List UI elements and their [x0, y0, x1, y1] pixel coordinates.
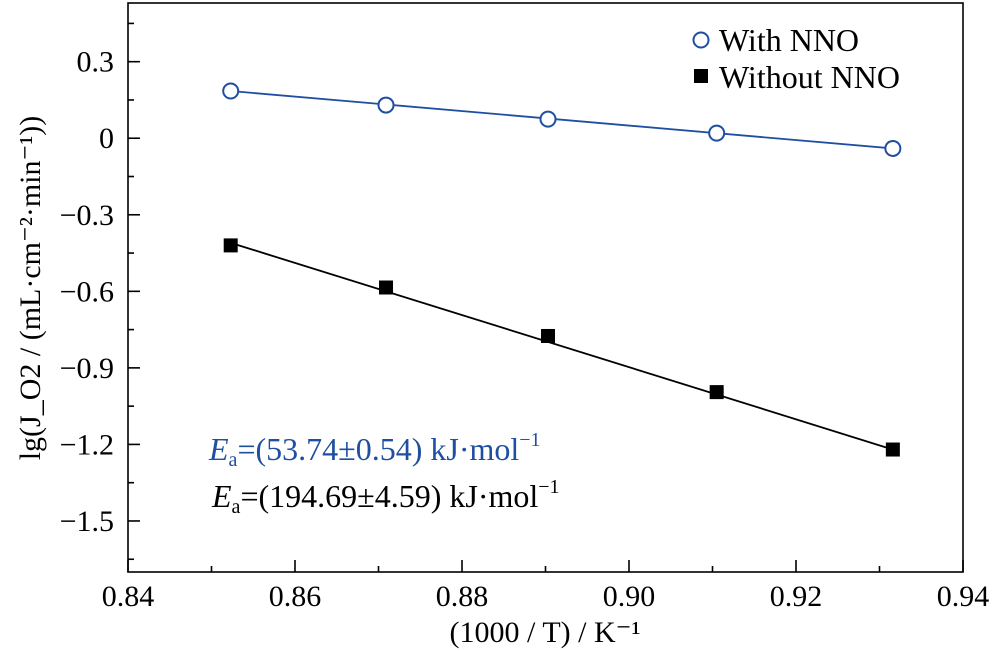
data-point-series-0 — [708, 124, 726, 142]
annotation-2-subscript: a — [232, 496, 241, 518]
x-tick-label: 0.90 — [603, 580, 656, 613]
annotation-2-superscript: −1 — [538, 476, 559, 498]
y-axis-title: lg(J_O2 / (mL·cm⁻²·min⁻¹)) — [14, 116, 47, 461]
data-point-series-0 — [539, 110, 557, 128]
data-point-series-0 — [377, 96, 395, 114]
data-point-series-1 — [709, 385, 724, 400]
annotation-1-text: =(53.74±0.54) kJ·mol — [237, 431, 519, 467]
svg-text:Ea=(194.69±4.59) kJ·mol−1: Ea=(194.69±4.59) kJ·mol−1 — [211, 476, 560, 518]
data-point-series-0 — [222, 82, 240, 100]
y-tick-label: −0.9 — [60, 352, 114, 385]
data-point-series-1 — [223, 238, 238, 253]
fit-line-series-1 — [230, 241, 894, 451]
x-axis-title: (1000 / T) / K⁻¹ — [450, 616, 641, 649]
legend-label-with-nno: With NNO — [719, 22, 859, 58]
annotation-activation-energy-with-nno: Ea=(53.74±0.54) kJ·mol−1 — [208, 429, 541, 471]
annotation-1-symbol: E — [208, 431, 229, 467]
y-tick-label: 0.3 — [77, 46, 115, 79]
fit-lines — [230, 90, 894, 451]
annotation-1-superscript: −1 — [519, 429, 540, 451]
data-point-series-0 — [884, 139, 902, 157]
svg-text:Ea=(53.74±0.54) kJ·mol−1: Ea=(53.74±0.54) kJ·mol−1 — [208, 429, 541, 471]
x-tick-label: 0.86 — [269, 580, 322, 613]
annotation-2-text: =(194.69±4.59) kJ·mol — [240, 478, 538, 514]
fit-line-series-0 — [230, 90, 893, 150]
x-tick-label: 0.94 — [937, 580, 990, 613]
legend-label-without-nno: Without NNO — [719, 59, 900, 95]
y-tick-label: −1.2 — [60, 428, 114, 461]
x-tick-label: 0.88 — [436, 580, 489, 613]
legend: With NNO Without NNO — [692, 22, 900, 95]
x-tick-label: 0.84 — [102, 580, 155, 613]
legend-marker-with-nno — [692, 31, 710, 49]
x-tick-label: 0.92 — [770, 580, 823, 613]
legend-marker-without-nno — [694, 69, 708, 83]
data-points — [222, 82, 902, 457]
data-point-series-1 — [541, 328, 556, 343]
data-point-series-1 — [885, 442, 900, 457]
data-point-series-1 — [379, 280, 394, 295]
y-tick-label: 0 — [99, 122, 114, 155]
y-tick-label: −0.6 — [60, 275, 114, 308]
annotation-1-subscript: a — [229, 449, 238, 471]
y-axis-ticks: 0.3 0 −0.3 −0.6 −0.9 −1.2 −1.5 — [60, 22, 140, 561]
y-tick-label: −0.3 — [60, 199, 114, 232]
y-tick-label: −1.5 — [60, 505, 114, 538]
x-axis-ticks: 0.84 0.86 0.88 0.90 0.92 0.94 — [102, 560, 990, 613]
annotation-activation-energy-without-nno: Ea=(194.69±4.59) kJ·mol−1 — [211, 476, 560, 518]
annotation-2-symbol: E — [211, 478, 232, 514]
